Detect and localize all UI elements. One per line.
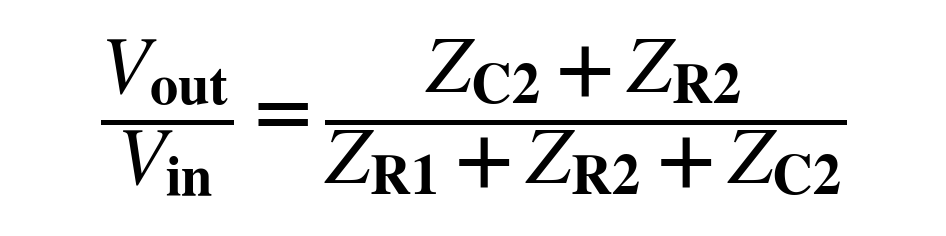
Text: $\mathbf{\dfrac{\mathit{V}_{out}}{\mathit{V}_{in}} = \dfrac{\mathit{Z}_{C2} + \m: $\mathbf{\dfrac{\mathit{V}_{out}}{\mathi…	[99, 37, 847, 199]
